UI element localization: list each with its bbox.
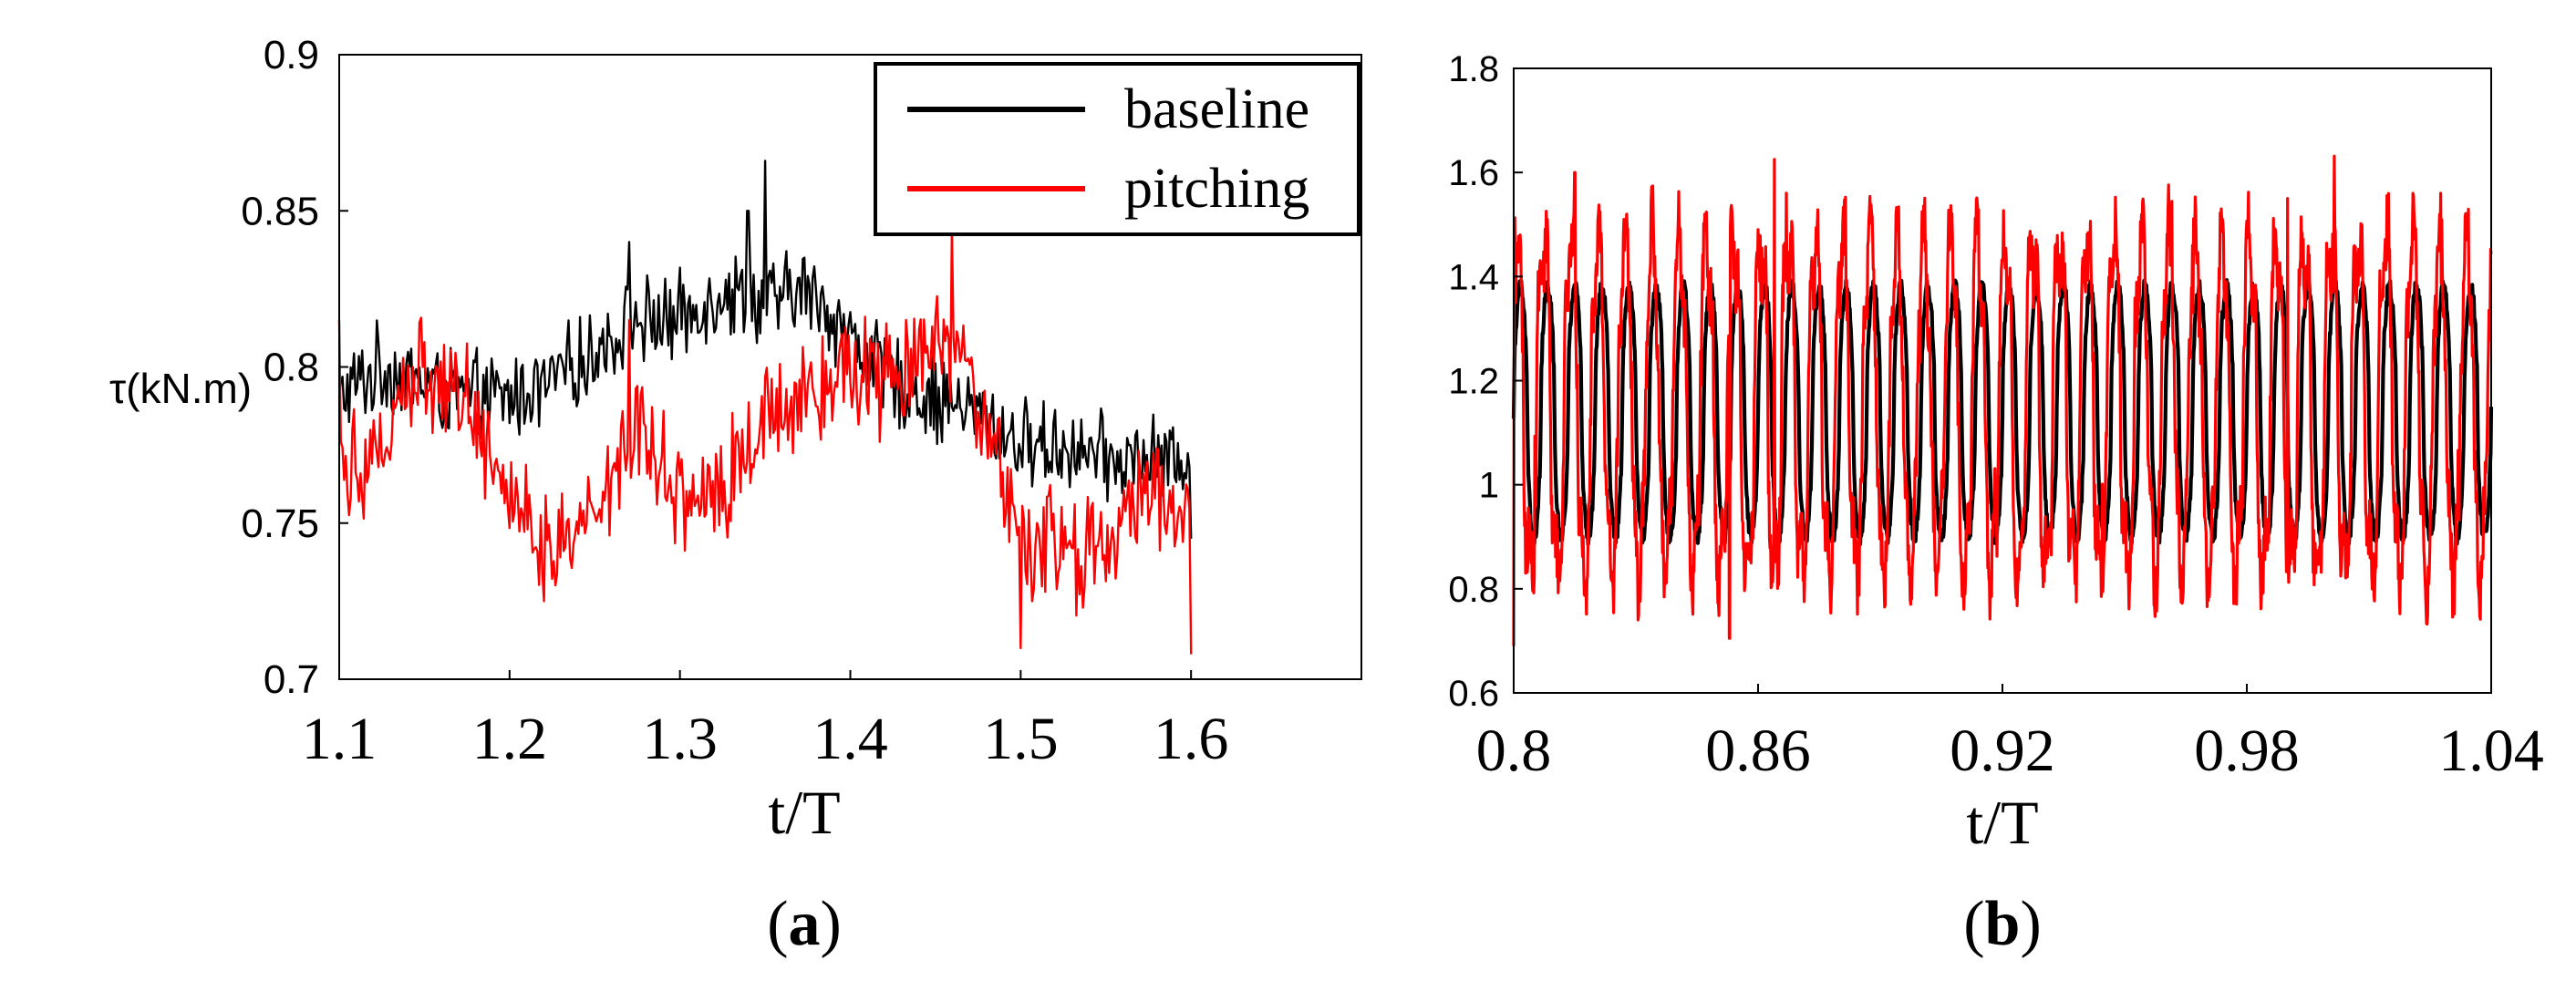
- x-tick-label: 0.86: [1705, 718, 1811, 784]
- x-tick-label: 1.5: [983, 706, 1059, 772]
- y-tick-label: 0.8: [264, 346, 319, 390]
- panel-b-x-ticks: 0.8 0.86 0.92 0.98 1.04: [1476, 684, 2544, 784]
- x-tick-label: 0.8: [1476, 718, 1552, 784]
- panel-b-series-layer: [1511, 154, 2494, 646]
- y-tick-label: 0.9: [264, 33, 319, 77]
- x-tick-label: 1.3: [642, 706, 718, 772]
- series-line-baseline: [337, 160, 1193, 539]
- x-tick-label: 0.98: [2194, 718, 2300, 784]
- x-tick-label: 1.6: [1154, 706, 1229, 772]
- legend: baseline pitching: [874, 62, 1360, 236]
- panel-a-x-axis-label: t/T: [768, 778, 840, 847]
- x-tick-label: 1.04: [2438, 718, 2544, 784]
- panel-b-caption: (b): [1963, 889, 2042, 959]
- panel-a-letter: a: [789, 889, 821, 959]
- panel-a: 0.7 0.75 0.8 0.85 0.9 1.1 1.2 1.3 1.4 1.5 1.6 τ(k…: [109, 33, 1362, 959]
- panel-b-y-ticks: 0.6 0.8 1 1.2 1.4 1.6 1.8: [1448, 49, 1523, 714]
- y-tick-label: 1.8: [1448, 49, 1499, 89]
- y-tick-label: 0.6: [1448, 674, 1499, 714]
- y-tick-label: 1: [1479, 466, 1499, 506]
- panel-a-y-ticks: 0.7 0.75 0.8 0.85 0.9: [241, 33, 348, 702]
- y-tick-label: 1.4: [1448, 257, 1499, 297]
- y-tick-label: 0.85: [241, 189, 319, 233]
- x-tick-label: 1.1: [302, 706, 378, 772]
- y-tick-label: 0.8: [1448, 570, 1499, 610]
- legend-label-pitching: pitching: [1124, 158, 1309, 220]
- series-line-baseline: [1511, 278, 2494, 547]
- y-tick-label: 1.6: [1448, 153, 1499, 193]
- panel-a-caption: (a): [767, 889, 842, 959]
- x-tick-label: 1.4: [812, 706, 888, 772]
- panel-a-x-ticks: 1.1 1.2 1.3 1.4 1.5 1.6: [302, 670, 1229, 772]
- panel-b: 0.60.811.21.41.61.8 0.8 0.86 0.92 0.98 1.04 …: [1448, 49, 2543, 959]
- legend-label-baseline: baseline: [1124, 78, 1309, 140]
- series-line-pitching: [337, 225, 1193, 655]
- legend-box: [874, 62, 1360, 236]
- panel-b-letter: b: [1985, 889, 2021, 959]
- x-tick-label: 1.2: [472, 706, 548, 772]
- y-tick-label: 0.7: [264, 657, 319, 702]
- y-tick-label: 0.75: [241, 501, 319, 546]
- y-tick-label: 1.2: [1448, 362, 1499, 402]
- panel-a-y-axis-label: τ(kN.m): [109, 365, 252, 412]
- series-line-pitching: [1512, 154, 2493, 646]
- panel-a-series-layer: [337, 160, 1193, 655]
- x-tick-label: 0.92: [1950, 718, 2055, 784]
- panel-b-x-axis-label: t/T: [1966, 788, 2038, 857]
